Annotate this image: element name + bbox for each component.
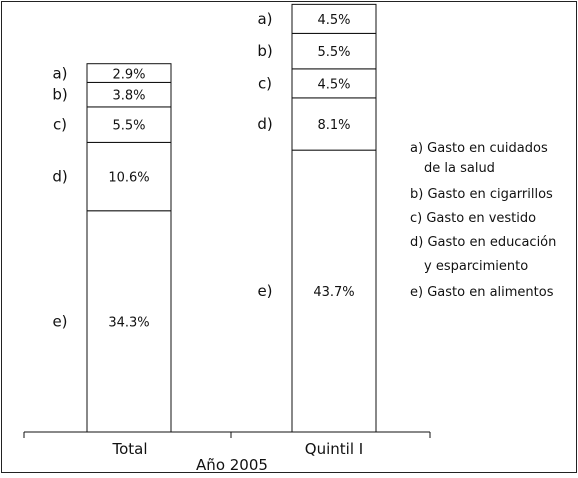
legend-item-c: c) Gasto en vestido	[410, 211, 536, 226]
legend-item-d-continued: y esparcimiento	[424, 259, 528, 274]
legend-item-a-continued: de la salud	[424, 161, 495, 176]
legend-item-d: d) Gasto en educación	[410, 235, 556, 250]
segment-letter-c-1: c)	[258, 74, 272, 92]
segment-letter-d-0: d)	[52, 168, 67, 186]
segment-value-label-b-0: 3.8%	[112, 89, 145, 104]
segment-letter-d-1: d)	[257, 115, 272, 133]
segment-value-label-b-1: 5.5%	[317, 45, 350, 60]
segment-letter-a-1: a)	[257, 10, 272, 28]
segment-value-label-c-0: 5.5%	[112, 119, 145, 134]
segment-letter-b-1: b)	[257, 42, 272, 60]
x-tick-label-quintil: Quintil I	[305, 440, 363, 458]
bar-segment-a-1	[291, 3, 377, 34]
bar-segment-d-1	[291, 97, 377, 151]
x-tick-label-total: Total	[111, 440, 147, 458]
segment-letter-e-0: e)	[52, 312, 67, 330]
segment-letter-a-0: a)	[52, 64, 67, 82]
segment-value-label-e-1: 43.7%	[313, 285, 354, 300]
legend-item-b: b) Gasto en cigarrillos	[410, 187, 553, 202]
bars-layer: 34.3% e) 10.6% d) 5.5% c) 3.8% b) 2.9% a) 43.7% e) 8…	[52, 3, 377, 433]
legend: a) Gasto en cuidados de la salud b) Gast…	[410, 141, 556, 300]
segment-value-label-d-0: 10.6%	[108, 171, 149, 186]
legend-item-a: a) Gasto en cuidados	[410, 141, 548, 156]
segment-letter-c-0: c)	[53, 116, 67, 134]
bar-segment-b-1	[291, 32, 377, 70]
segment-value-label-a-0: 2.9%	[112, 67, 145, 82]
bar-segment-e-1	[291, 149, 377, 433]
segment-value-label-a-1: 4.5%	[317, 13, 350, 28]
x-axis-label: Año 2005	[196, 456, 268, 474]
bar-segment-d-0	[86, 141, 172, 212]
legend-item-e: e) Gasto en alimentos	[410, 285, 554, 300]
bar-segment-c-1	[291, 68, 377, 99]
bar-segment-a-0	[86, 63, 172, 83]
segment-value-label-d-1: 8.1%	[317, 118, 350, 133]
segment-value-label-c-1: 4.5%	[317, 77, 350, 92]
segment-value-label-e-0: 34.3%	[108, 315, 149, 330]
segment-letter-e-1: e)	[257, 282, 272, 300]
segment-letter-b-0: b)	[52, 86, 67, 104]
